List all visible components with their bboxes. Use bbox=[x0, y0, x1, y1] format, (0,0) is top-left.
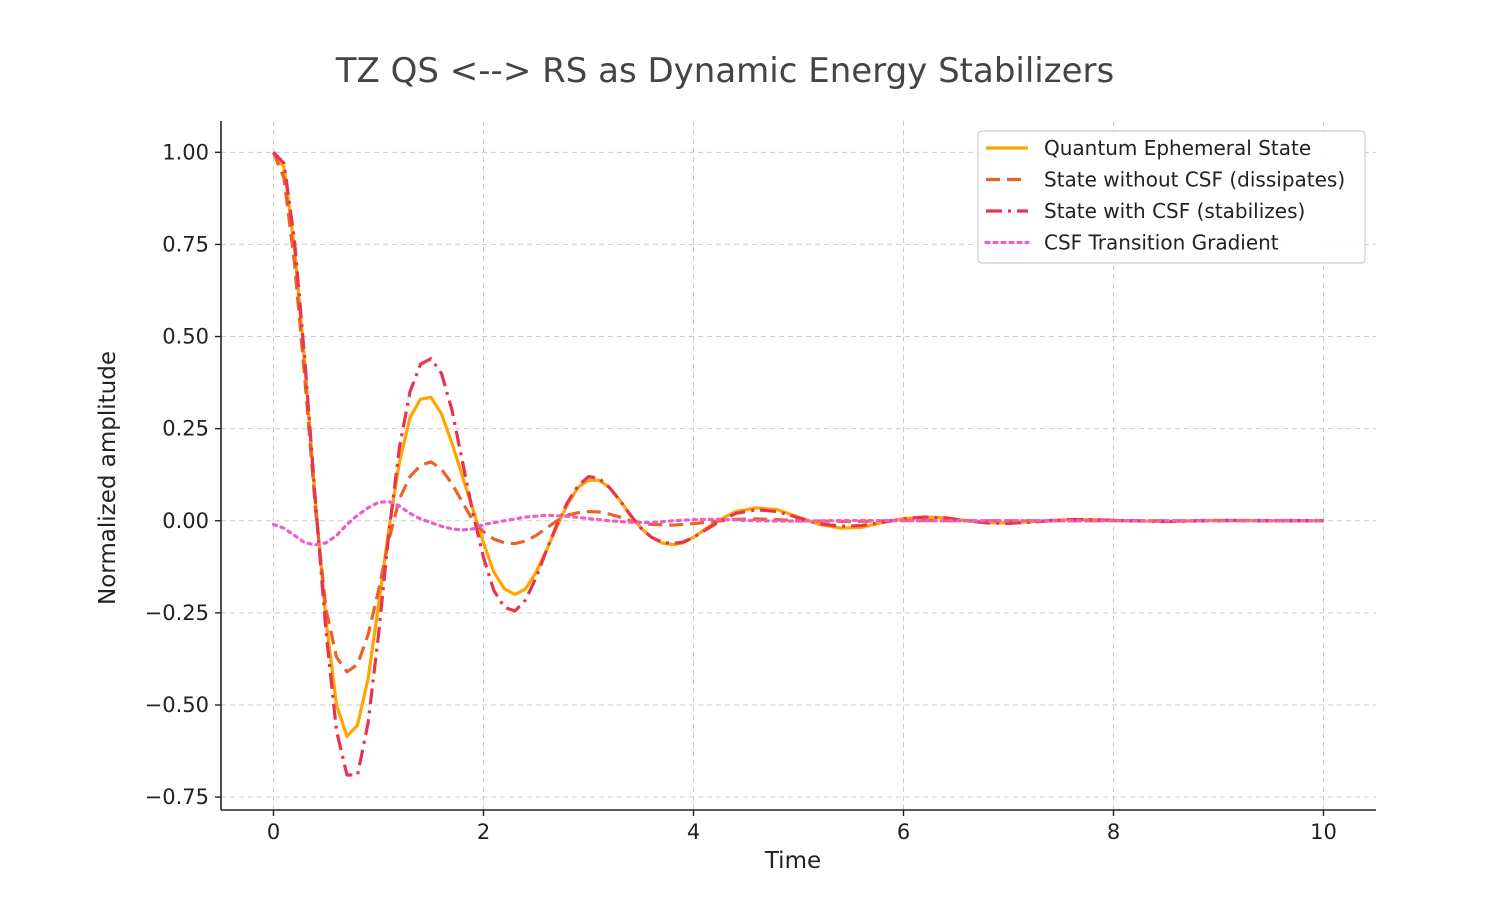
y-ticks: 1.00 0.75 0.50 0.25 0.00 −0.25 −0.50 −0.75 bbox=[145, 140, 221, 809]
legend-box bbox=[977, 130, 1366, 264]
y-tick-label: 1.00 bbox=[162, 140, 209, 164]
y-tick-label: 0.00 bbox=[162, 509, 209, 533]
x-tick-label: 2 bbox=[477, 820, 490, 844]
x-tick-label: 8 bbox=[1107, 820, 1120, 844]
y-tick-label: 0.75 bbox=[162, 232, 209, 256]
series-lines bbox=[271, 151, 1326, 777]
y-tick-label: −0.75 bbox=[145, 785, 209, 809]
x-tick-label: 6 bbox=[897, 820, 910, 844]
legend-label-4: CSF Transition Gradient bbox=[1044, 231, 1279, 255]
y-tick-label: 0.25 bbox=[162, 417, 209, 441]
legend-label-3: State with CSF (stabilizes) bbox=[1044, 199, 1305, 223]
axes bbox=[220, 121, 1376, 811]
series-line-4 bbox=[271, 500, 1326, 547]
x-tick-label: 4 bbox=[687, 820, 700, 844]
chart-title: TZ QS <--> RS as Dynamic Energy Stabiliz… bbox=[335, 51, 1114, 91]
series-line-3 bbox=[272, 151, 1324, 777]
y-axis-label: Normalized amplitude bbox=[95, 351, 121, 605]
x-tick-label: 10 bbox=[1310, 820, 1337, 844]
legend-label-1: Quantum Ephemeral State bbox=[1044, 136, 1311, 160]
y-tick-label: 0.50 bbox=[162, 325, 209, 349]
x-tick-label: 0 bbox=[267, 820, 280, 844]
y-tick-label: −0.50 bbox=[145, 693, 209, 717]
x-axis-label: Time bbox=[764, 848, 821, 874]
x-ticks: 0 2 4 6 8 10 bbox=[267, 810, 1337, 844]
legend-label-2: State without CSF (dissipates) bbox=[1044, 168, 1345, 192]
y-tick-label: −0.25 bbox=[145, 601, 209, 625]
legend: Quantum Ephemeral State State without CSF… bbox=[977, 130, 1366, 264]
